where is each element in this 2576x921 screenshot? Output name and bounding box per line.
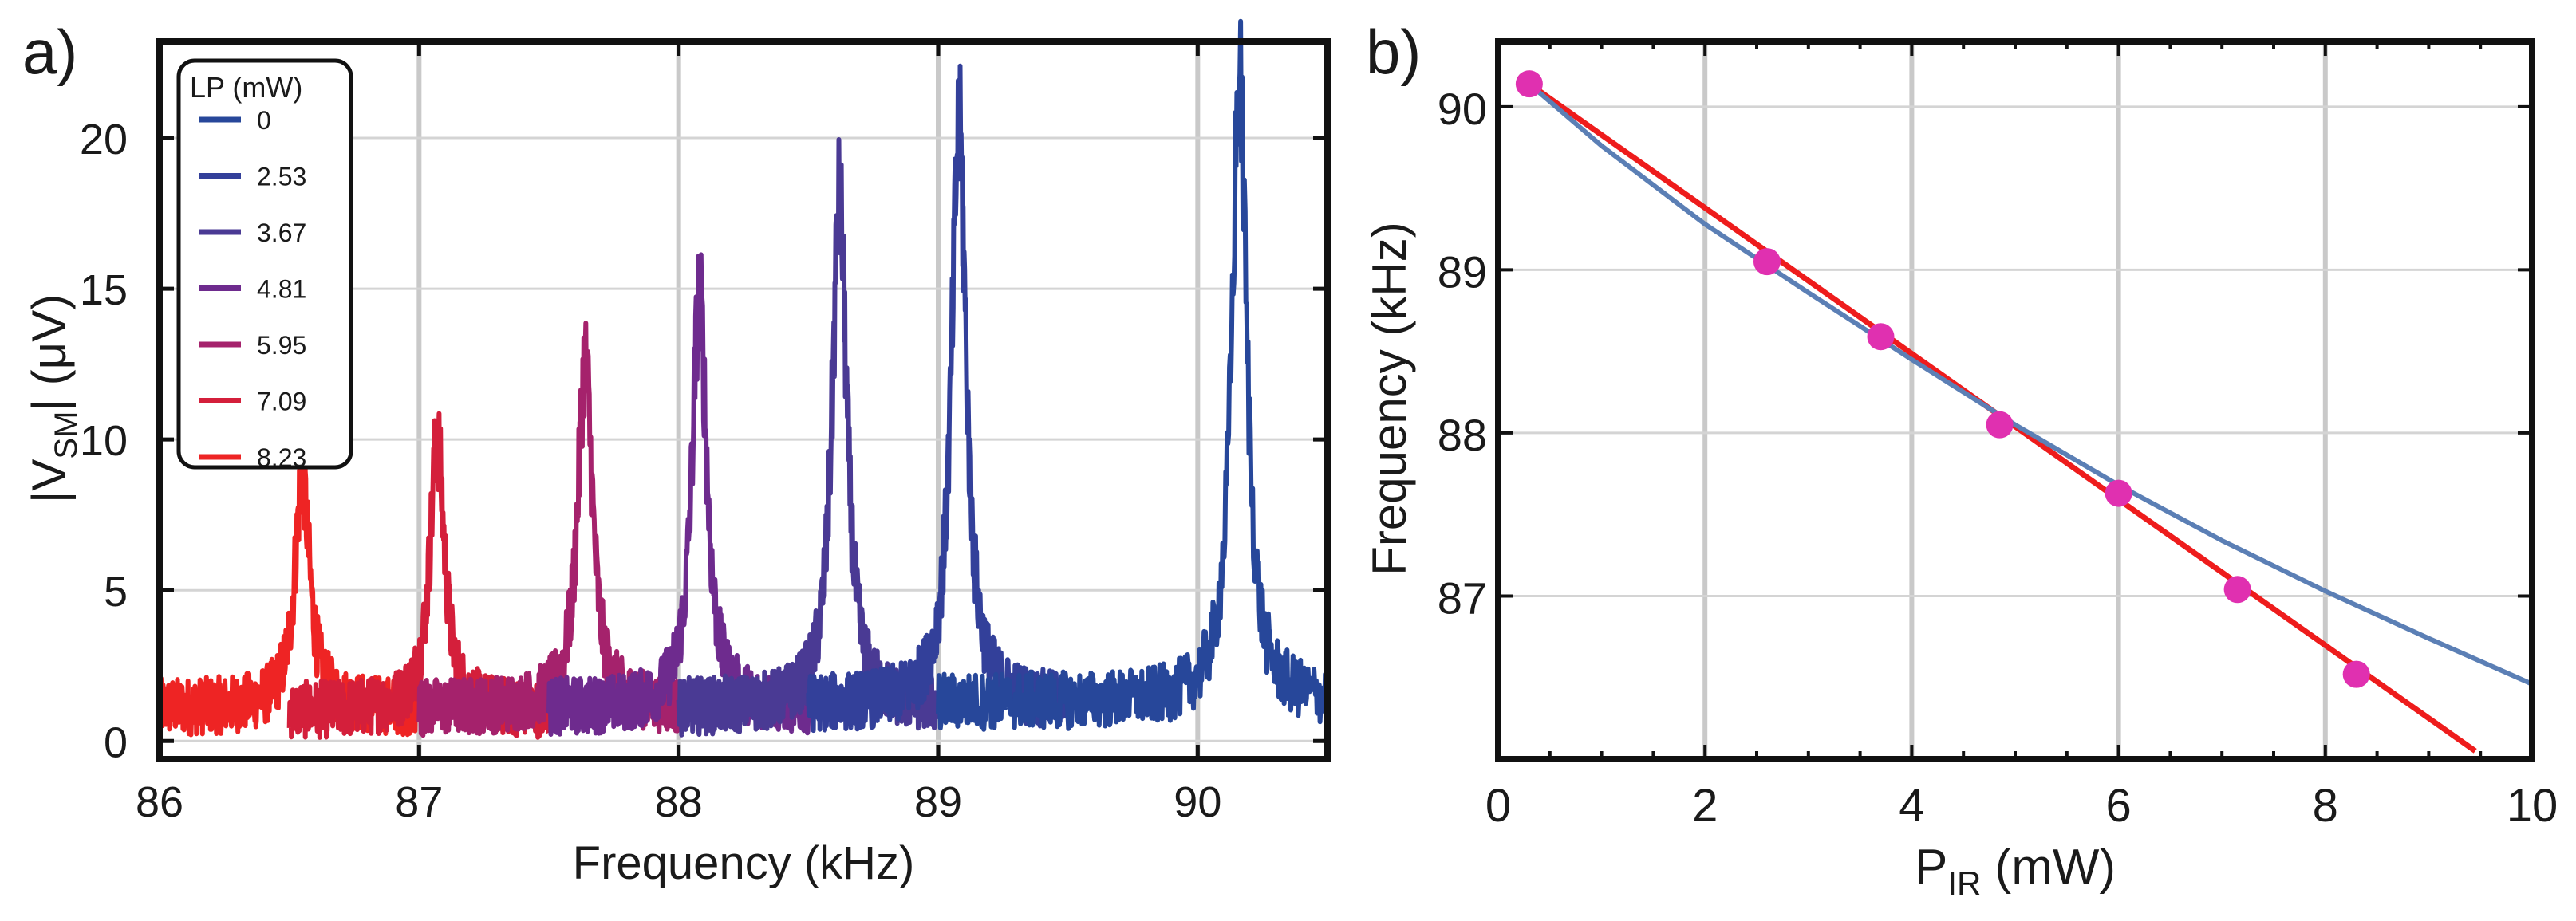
data-point <box>1867 323 1895 351</box>
data-point <box>1986 411 2014 439</box>
panel-b-x-tick-label: 0 <box>1485 780 1511 832</box>
panel-a-y-axis-label-rest: | (μV) <box>22 294 76 411</box>
panel-a-legend: LP (mW) 0 2.53 3.67 4.81 5.95 7.09 8.23 <box>176 58 353 472</box>
panel-b-series-group <box>1515 70 2534 754</box>
legend-title: LP (mW) <box>190 71 302 104</box>
data-point <box>1753 248 1781 276</box>
fit-line-curve <box>1527 81 2534 687</box>
panel-b-y-tick-label: 90 <box>1438 84 1487 134</box>
panel-a-y-tick-label: 0 <box>104 718 128 766</box>
panel-b-x-axis-label-sub: IR <box>1947 864 1981 902</box>
panel-b-grid <box>1498 41 2532 759</box>
panel-a-y-tick-label: 5 <box>104 568 128 616</box>
panel-a-y-axis-label-main: |V <box>22 459 76 504</box>
panel-a-y-tick-label: 10 <box>80 417 128 465</box>
data-point <box>1515 70 1543 98</box>
panel-b-x-tick-label: 8 <box>2313 780 2338 832</box>
legend-box <box>176 58 353 470</box>
data-point <box>2342 660 2370 688</box>
legend-entry-label: 4.81 <box>257 275 306 304</box>
panel-b-y-tick-labels: 87 88 89 90 <box>1438 84 1487 624</box>
panel-b-x-axis-label-main: P <box>1915 840 1947 895</box>
panel-a-x-tick-label: 88 <box>655 778 703 826</box>
panel-b-plot-area <box>1498 41 2532 759</box>
panel-a-label: a) <box>22 17 77 87</box>
panel-a-y-tick-label: 20 <box>80 116 128 163</box>
panel-b: b) 0 2 4 6 8 10 87 88 89 90 PIR (mW) Frequency (… <box>1363 17 2558 902</box>
legend-entry-label: 8.23 <box>257 443 306 472</box>
panel-b-y-axis-label: Frequency (kHz) <box>1363 222 1416 575</box>
panel-a-y-tick-label: 15 <box>80 266 128 314</box>
panel-a-grid <box>160 41 1327 759</box>
data-point <box>2223 576 2251 604</box>
panel-a-ticks <box>157 41 1327 759</box>
data-point <box>2105 479 2132 507</box>
panel-b-x-tick-label: 10 <box>2507 780 2558 832</box>
legend-entry-label: 3.67 <box>257 218 306 247</box>
panel-a-plot-area <box>160 41 1327 759</box>
panel-b-label: b) <box>1366 17 1421 87</box>
panel-a-y-tick-labels: 0 5 10 15 20 <box>80 116 128 766</box>
panel-b-y-tick-label: 88 <box>1438 410 1487 460</box>
panel-a-x-axis-label: Frequency (kHz) <box>573 837 915 889</box>
panel-b-y-tick-label: 87 <box>1438 573 1487 623</box>
panel-a-x-tick-labels: 86 87 88 89 90 <box>136 778 1221 826</box>
panel-a-x-tick-label: 90 <box>1174 778 1221 826</box>
panel-b-x-tick-label: 2 <box>1692 780 1718 832</box>
panel-a-x-tick-label: 86 <box>136 778 183 826</box>
legend-entry-label: 5.95 <box>257 331 306 360</box>
panel-b-y-tick-label: 89 <box>1438 246 1487 297</box>
panel-b-x-tick-label: 6 <box>2105 780 2131 832</box>
panel-a-x-tick-label: 89 <box>914 778 962 826</box>
panel-a-x-tick-label: 87 <box>395 778 443 826</box>
panel-b-x-axis-label-rest: (mW) <box>1981 840 2116 895</box>
series-line-0 <box>936 18 1330 732</box>
panel-b-ticks <box>1497 41 2534 759</box>
panel-b-x-axis-label: PIR (mW) <box>1915 840 2116 902</box>
panel-a-frame <box>156 38 1331 762</box>
panel-a: a) 86 87 88 89 90 0 5 10 15 20 Frequency (kHz) |… <box>22 17 1331 889</box>
legend-entries: 0 2.53 3.67 4.81 5.95 7.09 8.23 <box>199 106 306 472</box>
panel-b-x-tick-labels: 0 2 4 6 8 10 <box>1485 780 2558 832</box>
panel-a-y-axis-label: |VSM| (μV) <box>22 294 84 503</box>
panel-a-y-axis-label-sub: SM <box>49 411 84 459</box>
legend-entry-label: 0 <box>257 106 271 135</box>
panel-a-series-group <box>157 18 1330 740</box>
legend-entry-label: 7.09 <box>257 388 306 416</box>
panel-b-x-tick-label: 4 <box>1899 780 1924 832</box>
legend-entry-label: 2.53 <box>257 163 306 191</box>
